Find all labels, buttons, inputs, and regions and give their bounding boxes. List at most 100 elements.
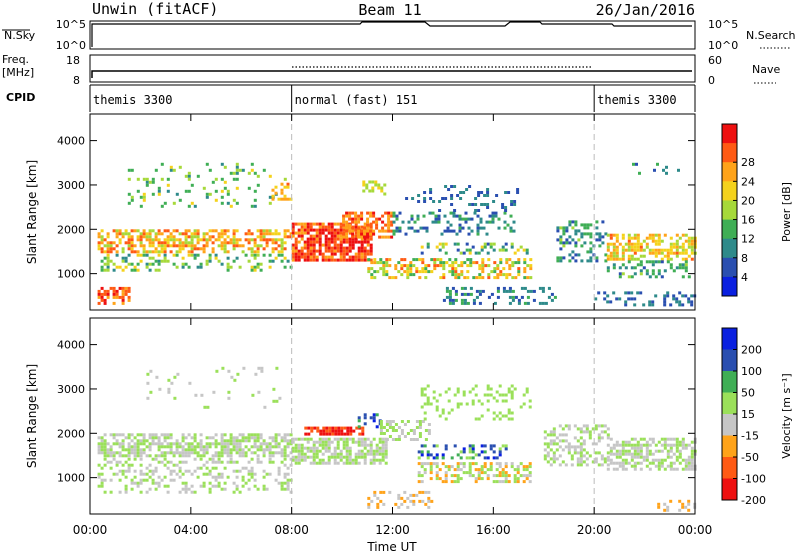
velocity-cell (480, 402, 484, 406)
power-cell (265, 232, 269, 236)
velocity-cell (666, 452, 670, 456)
power-cell (609, 233, 613, 237)
velocity-cell (241, 436, 245, 440)
velocity-cell (597, 463, 601, 467)
power-cell (508, 295, 512, 299)
y-tick-label: 4000 (57, 339, 85, 352)
velocity-cell (498, 447, 502, 451)
velocity-cell (181, 460, 185, 464)
velocity-cell (633, 452, 637, 456)
velocity-cell (373, 490, 377, 494)
power-cell (100, 238, 104, 242)
velocity-cell (220, 433, 224, 437)
power-cell (190, 183, 194, 187)
power-cell (366, 235, 370, 239)
velocity-cell (456, 468, 460, 472)
power-cell (280, 188, 284, 192)
power-cell (211, 241, 215, 245)
power-cell (208, 238, 212, 242)
power-cell (324, 225, 328, 229)
power-cell (124, 229, 128, 233)
power-cell (118, 295, 122, 299)
power-cell (354, 252, 358, 256)
velocity-cell (471, 474, 475, 478)
power-cell (151, 250, 155, 254)
velocity-cell (214, 484, 218, 488)
power-cell (148, 235, 152, 239)
power-cell (363, 226, 367, 230)
velocity-cell (372, 413, 376, 417)
power-cell (583, 226, 587, 230)
velocity-cell (372, 461, 376, 465)
velocity-cell (166, 445, 170, 449)
velocity-cell (354, 440, 358, 444)
velocity-cell (294, 461, 298, 465)
power-cell (669, 242, 673, 246)
power-cell (624, 266, 628, 270)
velocity-cell (657, 449, 661, 453)
velocity-cell (495, 468, 499, 472)
velocity-cell (175, 463, 179, 467)
velocity-cell (97, 484, 101, 488)
power-cell (501, 206, 505, 209)
power-cell (431, 211, 435, 215)
power-cell (235, 186, 239, 190)
power-cell (478, 289, 482, 293)
power-cell (309, 237, 313, 241)
velocity-cell (112, 472, 116, 476)
velocity-cell (612, 467, 616, 471)
power-cell (505, 276, 509, 280)
power-data (97, 162, 697, 307)
power-cell (638, 171, 641, 175)
power-cell (476, 214, 480, 218)
velocity-cell (127, 469, 131, 473)
velocity-cell (504, 444, 508, 448)
velocity-cell (603, 424, 607, 428)
power-cell (684, 266, 688, 270)
velocity-cell (187, 469, 191, 473)
power-cell (370, 273, 374, 277)
power-cell (514, 261, 518, 265)
power-cell (226, 201, 230, 205)
power-cell (526, 301, 530, 305)
power-cell (268, 174, 272, 178)
velocity-cell (149, 390, 153, 394)
power-cell (453, 185, 457, 188)
velocity-cell (277, 445, 281, 449)
velocity-cell (639, 449, 643, 453)
power-cell (253, 250, 257, 254)
power-cell (571, 226, 575, 230)
power-cell (271, 232, 275, 236)
velocity-cell (169, 451, 173, 455)
velocity-cell (173, 396, 177, 400)
power-cell (271, 197, 275, 201)
power-cell (666, 251, 670, 255)
velocity-cell (618, 461, 622, 465)
velocity-cell (498, 411, 502, 415)
velocity-cell (145, 445, 149, 449)
power-cell (175, 229, 179, 233)
velocity-cell (265, 442, 269, 446)
power-cell (169, 235, 173, 239)
velocity-cell (274, 478, 278, 482)
power-cell (394, 267, 398, 271)
velocity-cell (483, 450, 487, 454)
power-cell (223, 247, 227, 251)
power-cell (633, 236, 637, 240)
power-cell (318, 240, 322, 244)
velocity-cell (591, 460, 595, 464)
power-cell (268, 195, 272, 199)
power-cell (235, 201, 239, 205)
power-cell (339, 240, 343, 244)
power-cell (624, 248, 628, 252)
power-cell (514, 276, 518, 280)
power-cell (526, 289, 530, 293)
velocity-cell (291, 449, 295, 453)
velocity-cell (420, 480, 424, 484)
velocity-cell (361, 432, 365, 436)
velocity-cell (495, 462, 499, 466)
power-cell (166, 241, 170, 245)
velocity-cell (681, 467, 685, 471)
velocity-cell (133, 442, 137, 446)
power-cell (357, 220, 361, 224)
